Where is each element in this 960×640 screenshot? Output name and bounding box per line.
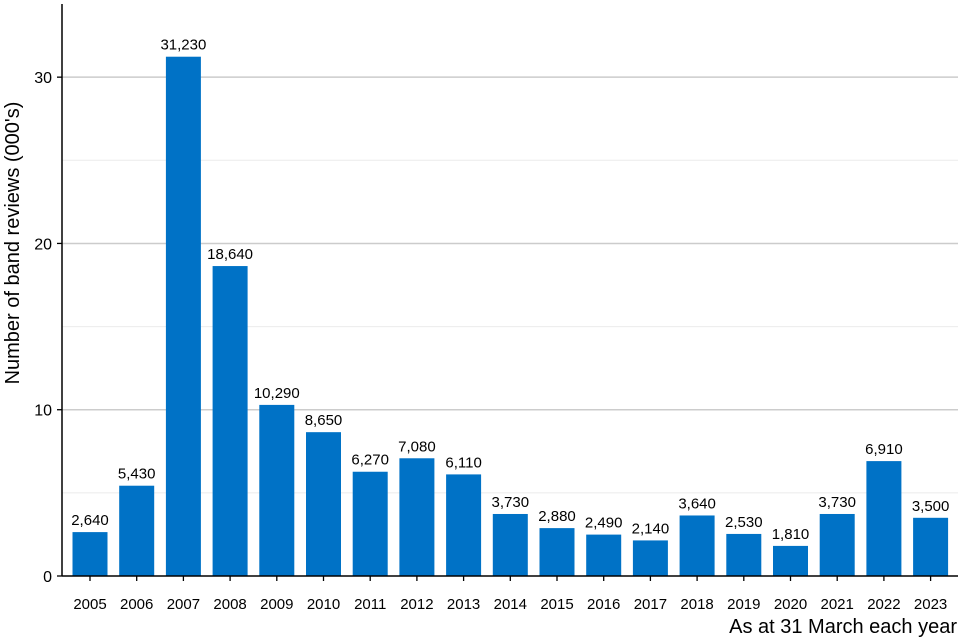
data-label-2010: 8,650: [305, 412, 343, 429]
x-tick-label: 2014: [494, 596, 527, 613]
bar-2012: [399, 458, 435, 576]
data-label-2007: 31,230: [160, 37, 206, 54]
bar-2022: [866, 461, 902, 576]
data-label-2005: 2,640: [71, 512, 109, 529]
bar-2008: [212, 266, 248, 576]
data-label-2021: 3,730: [818, 494, 856, 511]
x-tick-label: 2008: [213, 596, 246, 613]
data-label-2014: 3,730: [492, 494, 530, 511]
x-tick-label: 2007: [167, 596, 200, 613]
data-label-2022: 6,910: [865, 441, 903, 458]
data-label-2023: 3,500: [912, 498, 950, 515]
x-tick-label: 2012: [400, 596, 433, 613]
x-tick-label: 2017: [634, 596, 667, 613]
x-tick-label: 2016: [587, 596, 620, 613]
data-labels: 2,640 5,430 31,230 18,640 10,290 8,650 6,270 7,…: [71, 37, 949, 543]
data-label-2012: 7,080: [398, 438, 436, 455]
x-tick-label: 2013: [447, 596, 480, 613]
bars: [72, 56, 949, 577]
y-tick-label: 10: [34, 403, 52, 420]
y-tick-label: 20: [34, 236, 52, 253]
data-label-2006: 5,430: [118, 466, 156, 483]
x-tick-label: 2005: [73, 596, 106, 613]
data-label-2015: 2,880: [538, 508, 576, 525]
data-label-2013: 6,110: [445, 454, 481, 471]
bar-2007: [165, 56, 201, 577]
bar-2005: [72, 532, 108, 576]
bar-2010: [306, 432, 341, 576]
bar-2020: [773, 545, 808, 576]
x-tick-label: 2006: [120, 596, 153, 613]
y-axis-title: Number of band reviews (000's): [2, 102, 24, 385]
data-label-2009: 10,290: [254, 385, 300, 402]
gridlines: [62, 76, 958, 494]
x-tick-label: 2011: [354, 596, 386, 613]
bar-2016: [586, 534, 622, 576]
bar-2011: [352, 471, 388, 576]
x-tick-label: 2018: [680, 596, 713, 613]
data-label-2018: 3,640: [678, 495, 716, 512]
bar-2019: [726, 533, 762, 576]
bar-2014: [492, 513, 528, 576]
data-label-2016: 2,490: [585, 515, 623, 532]
x-axis-title: As at 31 March each year: [729, 616, 957, 638]
y-tick-label: 0: [43, 569, 52, 586]
bar-2023: [913, 517, 949, 576]
x-tick-label: 2022: [867, 596, 900, 613]
data-label-2019: 2,530: [725, 514, 763, 531]
y-tick-label: 30: [34, 70, 52, 87]
bar-2006: [119, 485, 155, 576]
axes: 0 10 20 30 2005 2006 2007 2008 2009 2010 2011 2012 2…: [34, 4, 958, 613]
data-label-2017: 2,140: [632, 520, 670, 537]
x-tick-label: 2023: [914, 596, 947, 613]
bar-2021: [819, 513, 855, 576]
bar-2017: [632, 540, 668, 576]
x-tick-label: 2021: [821, 596, 854, 613]
data-label-2020: 1,810: [772, 526, 810, 543]
x-tick-label: 2015: [540, 596, 573, 613]
data-label-2011: 6,270: [351, 452, 389, 469]
bar-2015: [539, 528, 575, 576]
bar-2018: [679, 515, 715, 576]
bar-2009: [259, 404, 295, 576]
x-tick-label: 2009: [260, 596, 293, 613]
x-tick-label: 2010: [307, 596, 340, 613]
x-tick-label: 2019: [727, 596, 760, 613]
data-label-2008: 18,640: [207, 246, 253, 263]
bar-2013: [446, 474, 482, 576]
x-tick-label: 2020: [774, 596, 807, 613]
